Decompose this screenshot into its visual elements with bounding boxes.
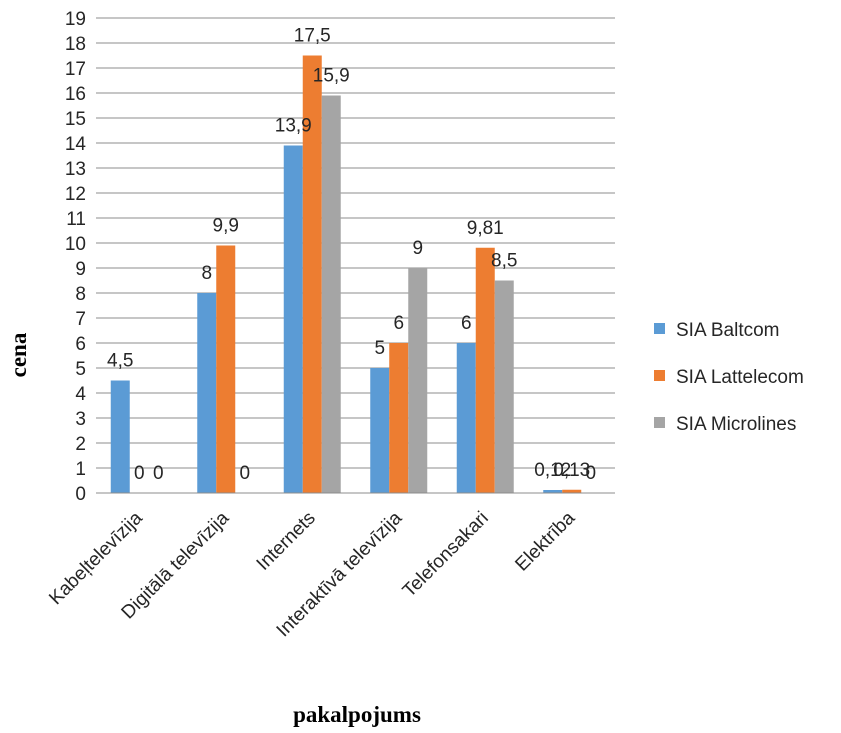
data-labels: 4,50 089,9013,917,515,956969,818,50,120,1… — [107, 26, 596, 485]
y-tick-label: 5 — [75, 359, 86, 380]
y-tick-label: 12 — [65, 184, 86, 205]
y-tick-label: 3 — [75, 409, 86, 430]
y-tick-label: 14 — [65, 134, 87, 155]
data-label: 0,13 — [553, 460, 590, 481]
data-label: 8 — [201, 263, 212, 284]
x-tick-label: Elektrība — [511, 507, 579, 575]
y-tick-label: 4 — [75, 384, 86, 405]
bar — [216, 245, 236, 493]
y-tick-label: 18 — [65, 34, 86, 55]
y-tick-label: 13 — [65, 159, 86, 180]
data-label: 9,81 — [467, 218, 504, 239]
legend-swatch — [654, 370, 665, 381]
bar — [302, 55, 322, 493]
data-label: 0 — [153, 463, 164, 484]
data-label: 5 — [374, 338, 385, 359]
legend-swatch — [654, 323, 665, 334]
data-label: 6 — [461, 313, 472, 334]
bar — [543, 490, 563, 493]
data-label: 4,5 — [107, 351, 133, 372]
bar — [408, 268, 428, 493]
bar — [389, 343, 409, 493]
y-tick-label: 0 — [75, 484, 86, 505]
bar — [197, 293, 217, 493]
bar — [456, 343, 476, 493]
x-tick-label: Internets — [253, 508, 320, 575]
bar — [494, 280, 514, 493]
y-tick-label: 9 — [75, 259, 86, 280]
legend: SIA Baltcom SIA Lattelecom SIA Microlines — [654, 320, 804, 435]
data-label: 17,5 — [294, 26, 331, 47]
y-axis-title: cena — [6, 332, 31, 377]
y-tick-label: 10 — [65, 234, 86, 255]
y-tick-label: 2 — [75, 434, 86, 455]
data-label: 9,9 — [213, 216, 239, 237]
data-label: 0 — [239, 463, 250, 484]
x-tick-label: Telefonsakari — [399, 508, 493, 602]
legend-label: SIA Microlines — [676, 414, 796, 435]
legend-label: SIA Baltcom — [676, 320, 780, 341]
y-tick-label: 11 — [66, 209, 86, 230]
bar — [283, 145, 303, 493]
data-label: 15,9 — [313, 66, 350, 87]
bar — [321, 95, 341, 493]
data-label: 8,5 — [491, 251, 517, 272]
y-tick-label: 16 — [65, 84, 86, 105]
data-label: 0,12 — [534, 460, 571, 481]
bar — [562, 489, 582, 493]
y-tick-label: 19 — [65, 9, 86, 30]
y-tick-label: 8 — [75, 284, 86, 305]
legend-label: SIA Lattelecom — [676, 367, 804, 388]
x-axis-title: pakalpojums — [293, 702, 421, 727]
bar — [370, 368, 390, 493]
bars — [110, 55, 582, 493]
legend-swatch — [654, 417, 665, 428]
data-label: 6 — [393, 313, 404, 334]
bar — [110, 380, 130, 493]
data-label: 0 — [585, 463, 596, 484]
data-label: 13,9 — [275, 116, 312, 137]
y-tick-label: 6 — [75, 334, 86, 355]
data-label: 0 — [134, 463, 145, 484]
y-tick-label: 15 — [65, 109, 86, 130]
y-tick-label: 17 — [65, 59, 86, 80]
y-tick-label: 1 — [75, 459, 86, 480]
gridlines — [96, 17, 615, 469]
bar — [475, 247, 495, 493]
y-tick-label: 7 — [75, 309, 86, 330]
data-label: 9 — [412, 238, 423, 259]
